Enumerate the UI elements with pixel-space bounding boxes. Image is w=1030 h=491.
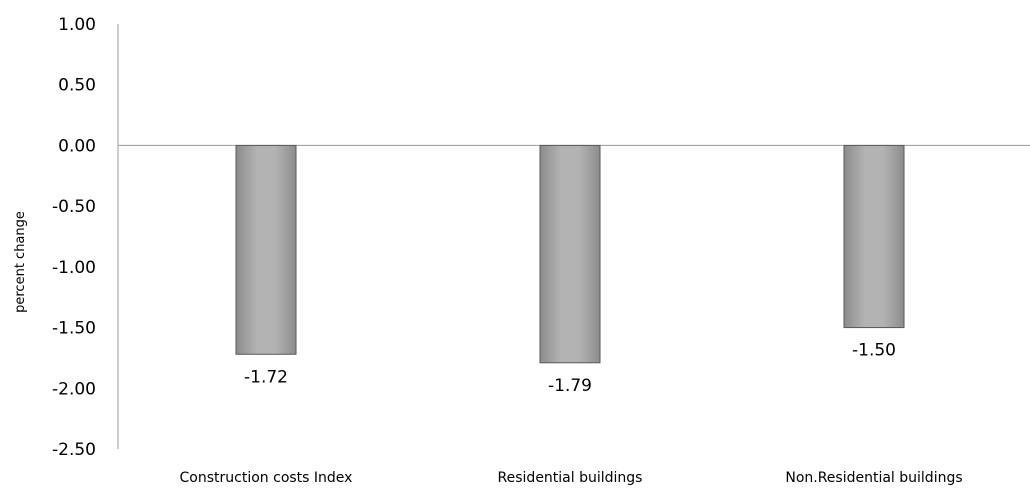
y-tick-label: 1.00: [58, 15, 96, 35]
y-tick-label: 0.50: [58, 76, 96, 96]
category-label: Construction costs Index: [180, 470, 353, 486]
y-tick-label: 0.00: [58, 136, 96, 156]
data-label: -1.72: [244, 367, 288, 387]
category-labels: Construction costs Index Residential buil…: [180, 470, 963, 486]
data-label: -1.79: [548, 376, 592, 396]
y-axis-title: percent change: [13, 211, 28, 313]
y-axis-ticks: 1.00 0.50 0.00 -0.50 -1.00 -1.50 -2.00 -2.50: [52, 15, 96, 460]
y-tick-label: -2.50: [52, 440, 96, 460]
y-tick-label: -1.50: [52, 319, 96, 339]
data-labels: -1.72 -1.79 -1.50: [244, 341, 896, 396]
bar: [539, 144, 601, 364]
bar: [843, 144, 905, 329]
y-tick-label: -1.00: [52, 258, 96, 278]
y-tick-label: -0.50: [52, 197, 96, 217]
category-label: Non.Residential buildings: [785, 470, 962, 486]
bar: [235, 144, 297, 355]
category-label: Residential buildings: [498, 470, 643, 486]
data-label: -1.50: [852, 341, 896, 361]
bar-series: [235, 144, 905, 364]
y-tick-label: -2.00: [52, 379, 96, 399]
